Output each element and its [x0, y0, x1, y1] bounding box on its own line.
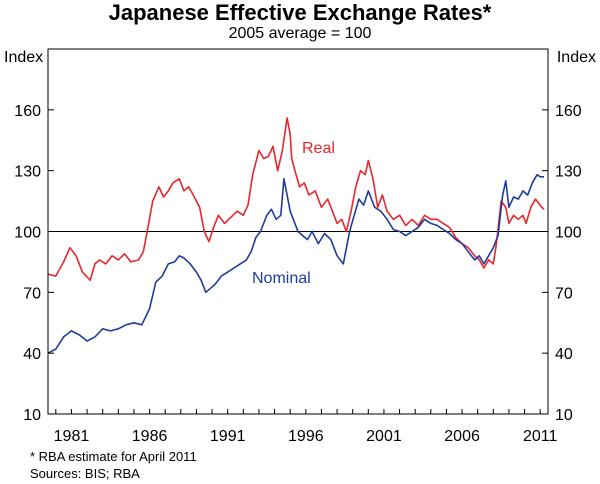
x-tick-label: 2001 — [366, 428, 402, 445]
y-axis-label-left: Index — [4, 49, 43, 66]
y-tick-label-right: 130 — [555, 164, 582, 181]
sources-note: Sources: BIS; RBA — [30, 466, 140, 481]
x-tick-label: 2011 — [523, 428, 558, 445]
footnote: * RBA estimate for April 2011 — [30, 449, 197, 464]
series-line-real — [47, 117, 545, 282]
y-tick-label-left: 40 — [23, 346, 41, 363]
y-tick-label-right: 40 — [555, 346, 573, 363]
y-tick-label-left: 130 — [14, 164, 41, 181]
y-tick-label-right: 100 — [555, 225, 582, 242]
series-label-nominal: Nominal — [252, 270, 311, 287]
y-tick-label-left: 160 — [14, 103, 41, 120]
y-tick-label-left: 70 — [23, 285, 41, 302]
x-tick-label: 1986 — [132, 428, 168, 445]
y-tick-label-right: 160 — [555, 103, 582, 120]
series-line-nominal — [47, 173, 545, 354]
x-tick-label: 1996 — [288, 428, 324, 445]
y-axis-label-right: Index — [557, 49, 596, 66]
x-tick-label: 1991 — [210, 428, 246, 445]
y-tick-label-right: 10 — [555, 407, 573, 424]
chart-title: Japanese Effective Exchange Rates* — [108, 0, 492, 25]
x-tick-label: 1981 — [54, 428, 90, 445]
y-tick-label-left: 100 — [14, 225, 41, 242]
y-tick-label-right: 70 — [555, 285, 573, 302]
y-tick-label-left: 10 — [23, 407, 41, 424]
series-label-real: Real — [302, 140, 335, 157]
chart-subtitle: 2005 average = 100 — [228, 25, 372, 42]
x-tick-label: 2006 — [444, 428, 480, 445]
